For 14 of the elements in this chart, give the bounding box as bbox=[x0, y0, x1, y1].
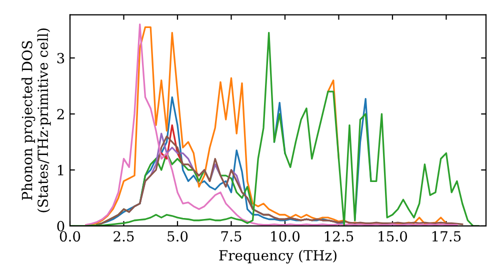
x-tick-label: 17.5 bbox=[432, 231, 461, 242]
y-axis-title: Phonon projected DOS (States/THz·primitive cell) bbox=[22, 28, 51, 212]
x-tick-label: 10.0 bbox=[271, 231, 300, 242]
y-tick-label: 2 bbox=[57, 108, 64, 120]
y-tick-label: 0 bbox=[57, 220, 64, 232]
x-axis-title: Frequency (THz) bbox=[219, 250, 336, 264]
x-tick-label: 12.5 bbox=[324, 231, 354, 242]
x-tick-label: 7.5 bbox=[221, 231, 242, 242]
x-tick-label: 0.0 bbox=[60, 231, 80, 242]
y-tick-label: 1 bbox=[58, 164, 64, 176]
x-tick-label: 2.5 bbox=[114, 231, 134, 242]
x-tick-label: 15.0 bbox=[378, 231, 408, 242]
y-tick-label: 3 bbox=[57, 52, 64, 64]
x-tick-label: 5.0 bbox=[168, 231, 188, 242]
